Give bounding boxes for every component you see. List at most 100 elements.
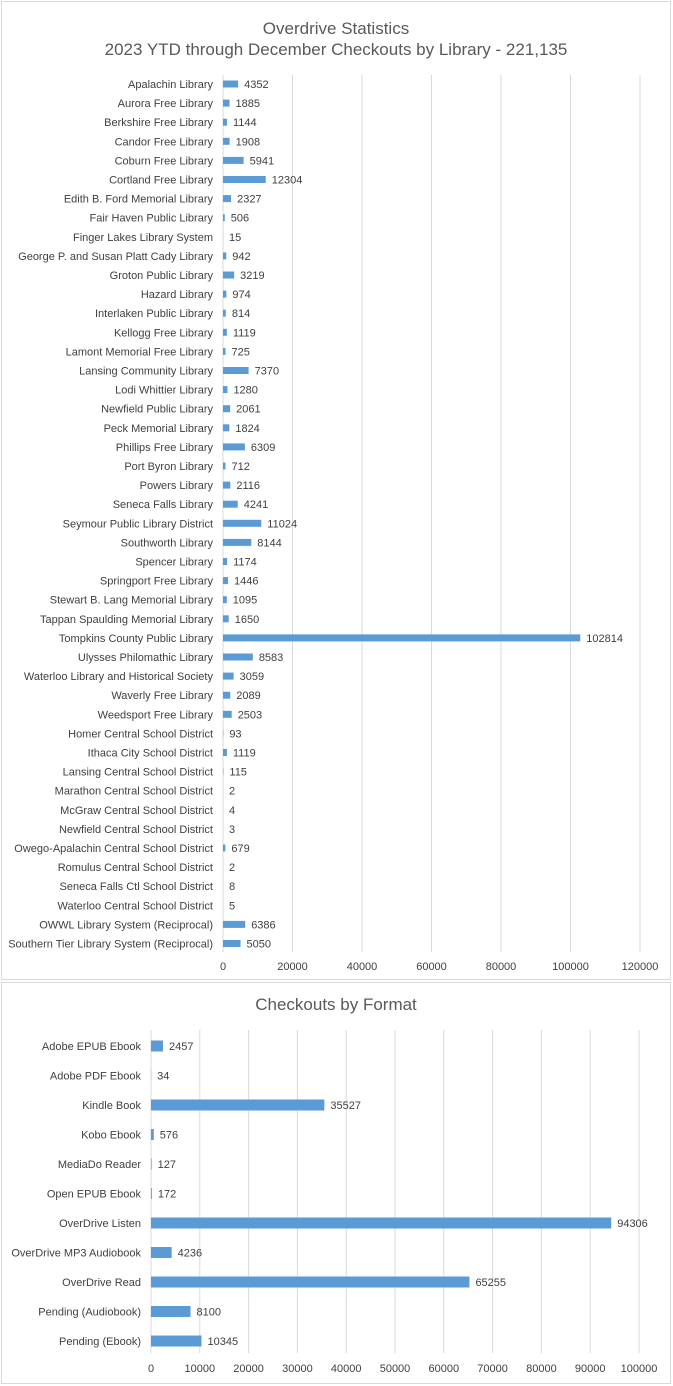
data-label: 679: [231, 843, 249, 855]
x-tick-label: 100000: [552, 961, 589, 973]
chart-title: Overdrive Statistics: [262, 19, 410, 38]
data-label: 8583: [259, 652, 283, 664]
category-label: George P. and Susan Platt Cady Library: [18, 251, 213, 263]
data-label: 1824: [235, 423, 259, 435]
bar: [151, 1247, 172, 1258]
data-label: 15: [229, 232, 241, 244]
category-label: Berkshire Free Library: [104, 117, 213, 129]
bar: [151, 1158, 152, 1170]
category-label: Newfield Public Library: [101, 404, 213, 416]
data-label: 725: [232, 346, 250, 358]
bar: [223, 271, 235, 279]
data-label: 12304: [272, 174, 303, 186]
x-tick-label: 60000: [429, 1363, 460, 1375]
data-label: 3219: [240, 270, 264, 282]
category-label: McGraw Central School District: [60, 805, 213, 817]
data-label: 11024: [267, 518, 297, 530]
data-label: 942: [232, 251, 250, 263]
library-checkouts-chart: Overdrive Statistics 2023 YTD through De…: [1, 1, 671, 980]
data-label: 2116: [236, 480, 260, 492]
bar: [223, 405, 231, 413]
data-label: 8144: [257, 537, 281, 549]
bar: [151, 1276, 470, 1288]
category-label: Fair Haven Public Library: [90, 213, 214, 225]
bar: [223, 443, 245, 451]
data-label: 2061: [236, 404, 260, 416]
data-label: 1650: [235, 614, 259, 626]
category-label: Kobo Ebook: [81, 1129, 141, 1141]
data-label: 1908: [236, 136, 260, 148]
data-label: 814: [232, 308, 250, 320]
bar: [223, 500, 238, 508]
category-label: OverDrive Listen: [59, 1218, 141, 1230]
data-label: 1174: [233, 556, 257, 568]
category-label: OWWL Library System (Reciprocal): [39, 919, 213, 931]
category-label: Coburn Free Library: [115, 155, 214, 167]
x-tick-label: 80000: [486, 961, 517, 973]
data-label: 2457: [169, 1041, 193, 1053]
category-label: OverDrive Read: [62, 1277, 141, 1289]
data-label: 5941: [250, 155, 274, 167]
chart-title: Checkouts by Format: [255, 995, 417, 1014]
category-label: Ithaca City School District: [88, 747, 213, 759]
bar: [223, 195, 232, 203]
category-label: Springport Free Library: [100, 576, 214, 588]
category-label: Waterloo Library and Historical Society: [24, 671, 214, 683]
data-label: 127: [158, 1159, 176, 1171]
category-label: Stewart B. Lang Memorial Library: [50, 595, 214, 607]
category-label: Seneca Falls Ctl School District: [60, 881, 213, 893]
data-label: 1119: [233, 747, 256, 759]
category-label: Interlaken Public Library: [95, 308, 214, 320]
bar: [223, 519, 262, 527]
bar: [223, 328, 227, 336]
data-label: 576: [160, 1129, 178, 1141]
bar: [151, 1188, 152, 1199]
bar: [223, 920, 246, 928]
bar: [223, 596, 227, 604]
data-label: 6386: [251, 919, 275, 931]
bar: [223, 156, 244, 164]
x-tick-label: 30000: [282, 1363, 313, 1375]
bar: [151, 1217, 612, 1229]
bar: [223, 672, 234, 680]
x-tick-label: 40000: [347, 961, 378, 973]
format-checkouts-chart: Checkouts by Format 0 10000 20000 30000 4000…: [1, 982, 671, 1384]
bar: [223, 558, 228, 565]
category-label: Adobe EPUB Ebook: [42, 1041, 142, 1053]
x-tick-label: 40000: [331, 1363, 362, 1375]
bar: [223, 615, 229, 623]
category-label: Peck Memorial Library: [104, 423, 214, 435]
bar: [223, 367, 249, 374]
data-label: 102814: [586, 633, 623, 645]
x-tick-label: 90000: [575, 1363, 606, 1375]
data-label: 93: [229, 728, 241, 740]
category-label: Lansing Central School District: [63, 767, 213, 779]
data-label: 2089: [236, 690, 260, 702]
bar: [223, 653, 253, 661]
x-tick-label: 20000: [233, 1363, 264, 1375]
category-label: Open EPUB Ebook: [47, 1188, 142, 1200]
data-label: 2503: [238, 709, 262, 721]
category-label: Homer Central School District: [68, 728, 213, 740]
data-label: 1095: [233, 595, 257, 607]
category-label: Adobe PDF Ebook: [50, 1070, 142, 1082]
category-label: Southworth Library: [121, 537, 214, 549]
bar: [223, 538, 252, 546]
data-label: 2: [229, 786, 235, 798]
bar: [223, 481, 231, 489]
category-label: Powers Library: [140, 480, 214, 492]
data-label: 35527: [330, 1100, 361, 1112]
category-label: Port Byron Library: [124, 461, 213, 473]
bar: [223, 710, 232, 718]
bar: [223, 176, 266, 183]
bar: [223, 386, 228, 394]
chart-subtitle: 2023 YTD through December Checkouts by L…: [104, 40, 568, 59]
x-tick-label: 70000: [477, 1363, 508, 1375]
category-label: Edith B. Ford Memorial Library: [64, 194, 214, 206]
data-label: 4: [229, 805, 235, 817]
category-label: Kindle Book: [82, 1100, 141, 1112]
category-label: Tappan Spaulding Memorial Library: [40, 614, 214, 626]
data-label: 4352: [244, 79, 268, 91]
x-tick-label: 120000: [622, 961, 659, 973]
data-label: 65255: [475, 1277, 506, 1289]
